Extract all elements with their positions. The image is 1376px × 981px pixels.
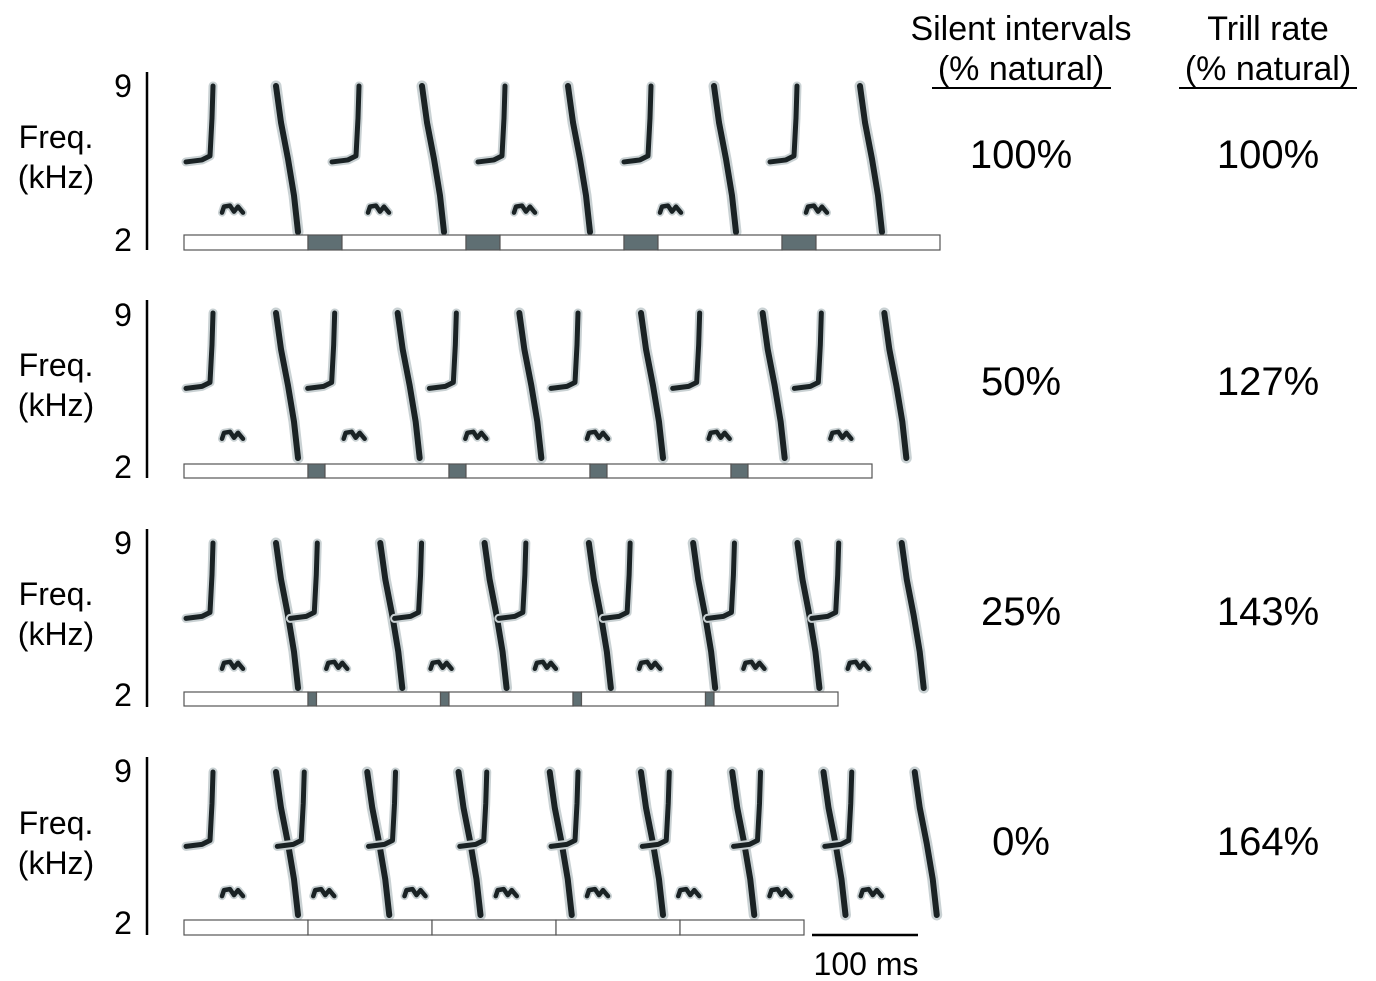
syllable bbox=[181, 80, 304, 238]
silent-intervals-header: Silent intervals bbox=[910, 10, 1131, 48]
syllable bbox=[424, 307, 547, 464]
syllable bbox=[546, 307, 669, 464]
y-axis-label-line1: Freq. bbox=[19, 347, 94, 383]
syllable bbox=[619, 80, 742, 238]
sound-segment bbox=[580, 691, 707, 707]
silent-interval-segment bbox=[307, 234, 343, 251]
silent-interval-segment bbox=[623, 234, 659, 251]
silent-interval-value: 25% bbox=[981, 590, 1061, 634]
sound-segment bbox=[183, 463, 309, 479]
syllable bbox=[390, 537, 513, 694]
silent-interval-segment bbox=[307, 691, 318, 707]
syllable bbox=[303, 307, 426, 464]
y-min-label: 2 bbox=[114, 449, 132, 485]
y-axis-label-line2: (kHz) bbox=[18, 845, 94, 881]
syllable bbox=[765, 80, 888, 238]
silent-interval-segment bbox=[730, 463, 749, 479]
row-4: 9 2 Freq. (kHz) 0% 164% bbox=[18, 753, 1319, 941]
y-axis-label-line1: Freq. bbox=[19, 805, 94, 841]
row-3: 9 2 Freq. (kHz) 25% 143% bbox=[18, 525, 1319, 713]
sound-segment bbox=[606, 463, 732, 479]
y-axis-label-line2: (kHz) bbox=[18, 159, 94, 195]
trill-rate-value: 127% bbox=[1217, 360, 1319, 404]
y-axis-label-line1: Freq. bbox=[19, 119, 94, 155]
syllable bbox=[181, 307, 304, 464]
sound-segment bbox=[183, 691, 309, 707]
spectrogram bbox=[181, 537, 930, 694]
sound-segment bbox=[747, 463, 873, 479]
note-timeline bbox=[183, 919, 805, 936]
y-max-label: 9 bbox=[114, 297, 132, 333]
y-min-label: 2 bbox=[114, 677, 132, 713]
sound-segment bbox=[431, 919, 557, 936]
silent-interval-segment bbox=[465, 234, 501, 251]
syllable bbox=[494, 537, 617, 694]
syllable bbox=[473, 80, 596, 238]
silent-interval-segment bbox=[572, 691, 583, 707]
note-timeline bbox=[183, 691, 839, 707]
trill-rate-value: 164% bbox=[1217, 820, 1319, 864]
silent-interval-segment bbox=[448, 463, 467, 479]
sound-segment bbox=[713, 691, 839, 707]
sound-segment bbox=[307, 919, 433, 936]
syllable bbox=[327, 80, 450, 238]
sound-segment bbox=[555, 919, 681, 936]
spectrogram bbox=[181, 80, 888, 238]
silent-interval-value: 0% bbox=[992, 820, 1050, 864]
sound-segment bbox=[448, 691, 574, 707]
sound-segment bbox=[324, 463, 450, 479]
silent-interval-segment bbox=[704, 691, 715, 707]
sound-segment bbox=[679, 919, 805, 936]
syllable bbox=[702, 537, 825, 694]
row-1: 9 2 Freq. (kHz) 100% 100% bbox=[18, 68, 1319, 258]
silent-intervals-subheader: (% natural) bbox=[938, 50, 1104, 88]
y-axis-label-line2: (kHz) bbox=[18, 387, 94, 423]
spectrogram bbox=[181, 307, 912, 464]
syllable bbox=[668, 307, 791, 464]
sound-segment bbox=[815, 234, 941, 251]
sound-segment bbox=[183, 234, 309, 251]
silent-interval-segment bbox=[307, 463, 326, 479]
sound-segment bbox=[341, 234, 467, 251]
sound-segment bbox=[657, 234, 783, 251]
silent-interval-value: 100% bbox=[970, 133, 1072, 177]
silent-interval-segment bbox=[439, 691, 450, 707]
silent-interval-segment bbox=[781, 234, 817, 251]
y-max-label: 9 bbox=[114, 753, 132, 789]
sound-segment bbox=[499, 234, 625, 251]
y-max-label: 9 bbox=[114, 525, 132, 561]
trill-rate-subheader: (% natural) bbox=[1185, 50, 1351, 88]
y-min-label: 2 bbox=[114, 222, 132, 258]
row-2: 9 2 Freq. (kHz) 50% 127% bbox=[18, 297, 1319, 485]
y-min-label: 2 bbox=[114, 905, 132, 941]
syllable bbox=[820, 766, 943, 921]
syllable bbox=[598, 537, 721, 694]
scale-bar-label: 100 ms bbox=[814, 946, 919, 981]
spectrogram bbox=[181, 766, 943, 921]
trill-rate-value: 100% bbox=[1217, 133, 1319, 177]
trill-rate-value: 143% bbox=[1217, 590, 1319, 634]
syllable bbox=[637, 766, 760, 921]
silent-interval-segment bbox=[589, 463, 608, 479]
trill-rate-header: Trill rate bbox=[1207, 10, 1329, 48]
y-max-label: 9 bbox=[114, 68, 132, 104]
syllable bbox=[807, 537, 930, 694]
sound-segment bbox=[315, 691, 442, 707]
sound-segment bbox=[183, 919, 309, 936]
y-axis-label-line2: (kHz) bbox=[18, 616, 94, 652]
note-timeline bbox=[183, 463, 873, 479]
note-timeline bbox=[183, 234, 941, 251]
y-axis-label-line1: Freq. bbox=[19, 576, 94, 612]
syllable bbox=[285, 537, 408, 694]
sound-segment bbox=[465, 463, 591, 479]
syllable bbox=[789, 307, 912, 464]
syllable bbox=[181, 537, 304, 694]
silent-interval-value: 50% bbox=[981, 360, 1061, 404]
